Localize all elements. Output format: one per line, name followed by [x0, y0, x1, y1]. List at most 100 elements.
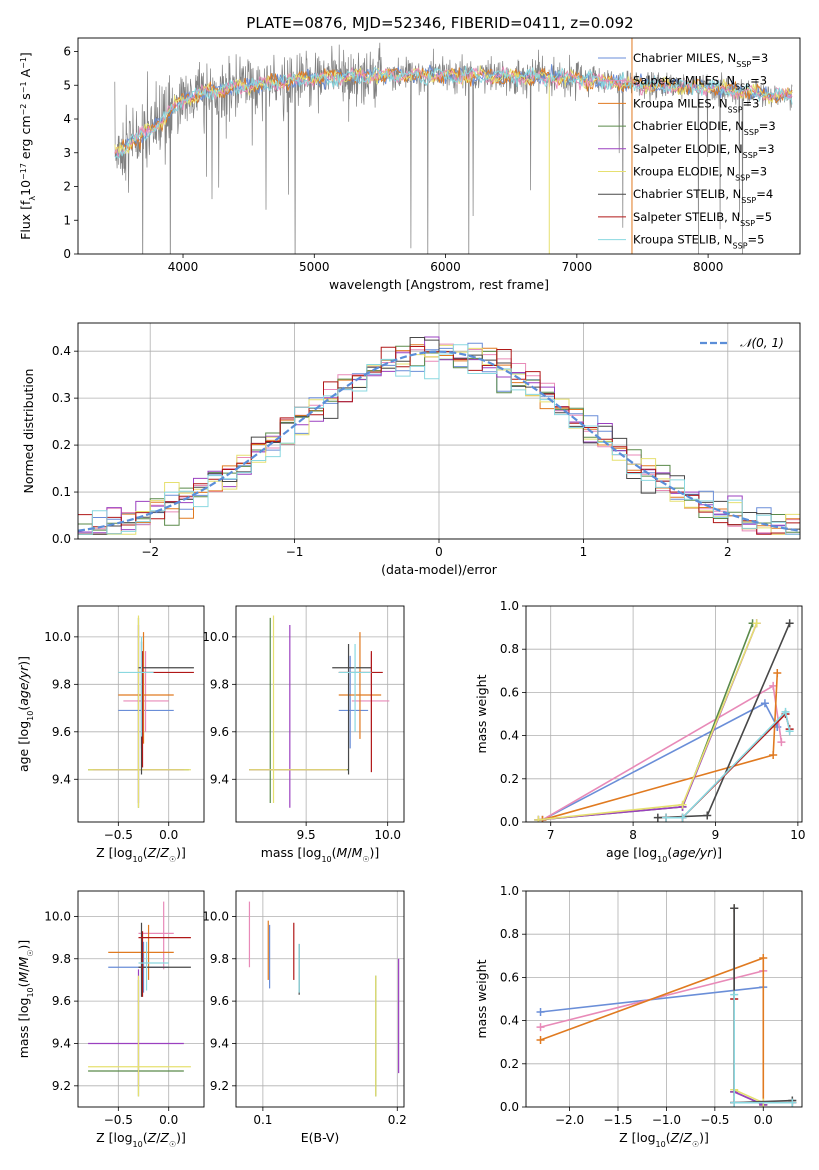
legend-gaussian-label: 𝒩(0, 1) — [740, 336, 784, 350]
legend-label-sub: SSP — [741, 196, 756, 205]
x-axis-label-part: Z — [147, 1130, 157, 1145]
x-axis-label-part: age/yr — [672, 845, 713, 860]
charts-layer: 4000 5000 6000 7000 8000 0 1 2 3 4 5 6 Chabrier MILE… — [16, 37, 806, 1149]
y-axis-label: Flux [fλ10−17 erg cm−2 s−1 A−1] — [18, 52, 37, 240]
x-axis-label: E(B-V) — [301, 1130, 340, 1145]
plot-area — [236, 606, 404, 822]
axes-frame — [525, 890, 803, 1108]
legend-label-name: Chabrier STELIB, N — [633, 187, 741, 201]
legend-label-sub: SSP — [744, 128, 759, 137]
y-axis-label-part: ☉ — [26, 949, 35, 956]
x-axis-label: Z [log10(Z/Z☉)] — [96, 1130, 186, 1149]
x-tick-label: 6000 — [430, 260, 461, 274]
y-axis-label-part: M — [16, 956, 31, 967]
x-tick-label: −2.0 — [555, 1113, 584, 1127]
x-tick-label: −1.0 — [652, 1113, 681, 1127]
y-tick-label: 9.4 — [52, 1036, 71, 1050]
y-axis-label-part: M — [16, 971, 31, 982]
legend-label-sub: SSP — [735, 173, 750, 182]
y-tick-label: 9.8 — [210, 677, 229, 691]
legend-label-sub: SSP — [728, 105, 743, 114]
x-tick-label: 0.0 — [754, 1113, 773, 1127]
y-tick-label: 6 — [63, 45, 71, 59]
weight-marker — [730, 904, 739, 913]
weight-marker — [678, 800, 687, 809]
weight-marker — [730, 990, 739, 999]
plot-area — [78, 606, 204, 822]
figure-title: PLATE=0876, MJD=52346, FIBERID=0411, z=0… — [246, 14, 633, 32]
y-tick-label: 0.0 — [500, 1100, 519, 1114]
plot-area — [236, 891, 404, 1107]
y-tick-label: 9.8 — [210, 952, 229, 966]
x-tick-label: 7 — [547, 828, 555, 842]
x-tick-label: −1.5 — [603, 1113, 632, 1127]
weight-line — [733, 908, 764, 1106]
y-tick-label: 0.2 — [500, 1057, 519, 1071]
legend-label-sub: SSP — [733, 241, 748, 250]
y-tick-label: 9.6 — [52, 994, 71, 1008]
y-axis-label-part: 10 — [18, 180, 33, 196]
legend-label-sub: SSP — [740, 218, 755, 227]
x-axis-label: Z [log10(Z/Z☉)] — [619, 1130, 709, 1149]
y-axis-label-part: )] — [16, 656, 31, 666]
y-tick-label: 0.4 — [52, 344, 71, 358]
y-tick-label: 0.4 — [500, 729, 519, 743]
weight-marker — [534, 815, 543, 822]
legend-label-name: Kroupa STELIB, N — [633, 233, 733, 247]
plot-area — [78, 323, 800, 539]
legend-label-suffix: =3 — [750, 74, 767, 88]
y-axis-label-part: −17 — [19, 163, 28, 180]
x-tick-label: 9 — [712, 828, 720, 842]
axes-frame — [235, 605, 405, 823]
x-axis-label-part: )] — [699, 1130, 709, 1145]
y-axis-label: age [log10(age/yr)] — [16, 656, 35, 772]
chart-residuals: −2 −1 0 1 2 0.0 0.1 0.2 0.3 0.4 𝒩(0, 1) (data-model… — [21, 322, 801, 577]
x-axis-label: Z [log10(Z/Z☉)] — [96, 845, 186, 864]
x-axis-label-part: M — [352, 845, 363, 860]
residual-histogram — [78, 344, 800, 535]
x-axis-label-part: E(B-V) — [301, 1130, 340, 1145]
x-tick-label: 0 — [435, 545, 443, 559]
x-tick-label: 7000 — [562, 260, 593, 274]
y-tick-label: 0.3 — [52, 391, 71, 405]
y-axis-label-part: ] — [18, 52, 33, 57]
plot-area — [114, 38, 793, 254]
legend-label: Chabrier STELIB, NSSP=4 — [633, 187, 773, 205]
chart-age_vs_Z: −0.5 0.09.49.69.810.0Z [log10(Z/Z☉)]age [… — [16, 605, 205, 864]
x-tick-label: 8000 — [693, 260, 724, 274]
weight-marker — [759, 953, 768, 962]
weight-marker — [769, 751, 778, 760]
x-tick-label: 10 — [790, 828, 805, 842]
legend-label-sub: SSP — [743, 150, 758, 159]
weight-marker — [662, 813, 671, 822]
y-axis-label-part: ( — [16, 982, 31, 987]
legend-label-name: Salpeter STELIB, N — [633, 210, 740, 224]
x-axis-label-part: )] — [176, 845, 186, 860]
x-axis-label-part: Z [log — [619, 1130, 655, 1145]
weight-marker — [777, 738, 786, 747]
chart-weight_vs_Z: −2.0 −1.5 −1.0 −0.5 0.0 0.0 0.2 0.4 0.6 0.8 1.0 Z [… — [474, 884, 803, 1149]
axes-frame — [77, 322, 801, 540]
y-tick-label: 9.6 — [210, 994, 229, 1008]
y-tick-label: 0.8 — [500, 927, 519, 941]
x-axis-label-part: / — [156, 845, 161, 860]
weight-marker — [788, 1098, 797, 1107]
x-axis-label: wavelength [Angstrom, rest frame] — [329, 277, 549, 292]
y-tick-label: 5 — [63, 78, 71, 92]
x-axis-label: mass [log10(M/M☉)] — [261, 845, 380, 864]
y-axis-label-part: −2 — [19, 104, 28, 116]
y-tick-label: 0 — [63, 247, 71, 261]
x-axis-label-part: ( — [143, 1130, 148, 1145]
y-axis-label-part: )] — [16, 940, 31, 950]
x-axis-label-part: ( — [143, 845, 148, 860]
axes-frame — [235, 890, 405, 1108]
y-tick-label: 9.2 — [210, 1079, 229, 1093]
weight-line — [733, 908, 764, 1104]
legend-label-name: Salpeter MILES, N — [633, 74, 735, 88]
y-tick-label: 9.4 — [210, 1036, 229, 1050]
x-axis-label-part: ( — [332, 845, 337, 860]
y-tick-label: 4 — [63, 112, 71, 126]
y-axis-label-part: Flux [f — [18, 200, 33, 240]
weight-marker — [703, 811, 712, 820]
